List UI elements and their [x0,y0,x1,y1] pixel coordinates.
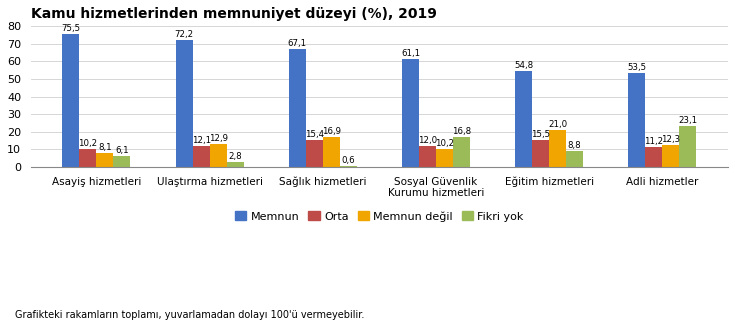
Text: 12,9: 12,9 [209,134,228,143]
Text: 15,5: 15,5 [531,130,551,139]
Text: 67,1: 67,1 [288,39,307,48]
Bar [679,126,696,167]
Text: 23,1: 23,1 [678,116,698,125]
Text: 12,3: 12,3 [662,135,681,144]
Bar [453,137,470,167]
Bar [62,34,79,167]
Text: 0,6: 0,6 [342,156,355,165]
Bar [340,166,356,167]
Text: 75,5: 75,5 [62,24,81,33]
Text: 11,2: 11,2 [645,137,664,146]
Bar [532,140,549,167]
Bar [289,49,306,167]
Bar [113,156,130,167]
Bar [436,149,453,167]
Bar [226,162,243,167]
Bar [193,146,209,167]
Bar [209,144,226,167]
Text: 12,1: 12,1 [192,136,211,145]
Bar [419,146,436,167]
Text: 53,5: 53,5 [628,63,647,72]
Bar [79,149,96,167]
Bar [549,130,566,167]
Text: 8,8: 8,8 [568,141,581,150]
Text: 10,2: 10,2 [435,139,454,148]
Text: 72,2: 72,2 [175,30,194,39]
Bar [515,71,532,167]
Text: 6,1: 6,1 [115,146,129,155]
Bar [628,73,645,167]
Text: 54,8: 54,8 [514,60,534,69]
Text: Grafikteki rakamların toplamı, yuvarlamadan dolayı 100'ü vermeyebilir.: Grafikteki rakamların toplamı, yuvarlama… [15,310,364,320]
Bar [176,40,193,167]
Text: 61,1: 61,1 [401,49,420,59]
Text: 8,1: 8,1 [98,143,112,152]
Text: 21,0: 21,0 [548,120,567,129]
Bar [402,60,419,167]
Text: 10,2: 10,2 [79,139,98,148]
Bar [323,137,340,167]
Bar [645,147,662,167]
Legend: Memnun, Orta, Memnun değil, Fikri yok: Memnun, Orta, Memnun değil, Fikri yok [231,207,528,226]
Text: 16,9: 16,9 [322,127,341,136]
Bar [662,145,679,167]
Text: Kamu hizmetlerinden memnuniyet düzeyi (%), 2019: Kamu hizmetlerinden memnuniyet düzeyi (%… [31,7,437,21]
Bar [566,151,583,167]
Text: 15,4: 15,4 [305,130,324,139]
Bar [306,140,323,167]
Bar [96,153,113,167]
Text: 16,8: 16,8 [452,127,471,136]
Text: 12,0: 12,0 [418,136,437,145]
Text: 2,8: 2,8 [229,152,242,161]
